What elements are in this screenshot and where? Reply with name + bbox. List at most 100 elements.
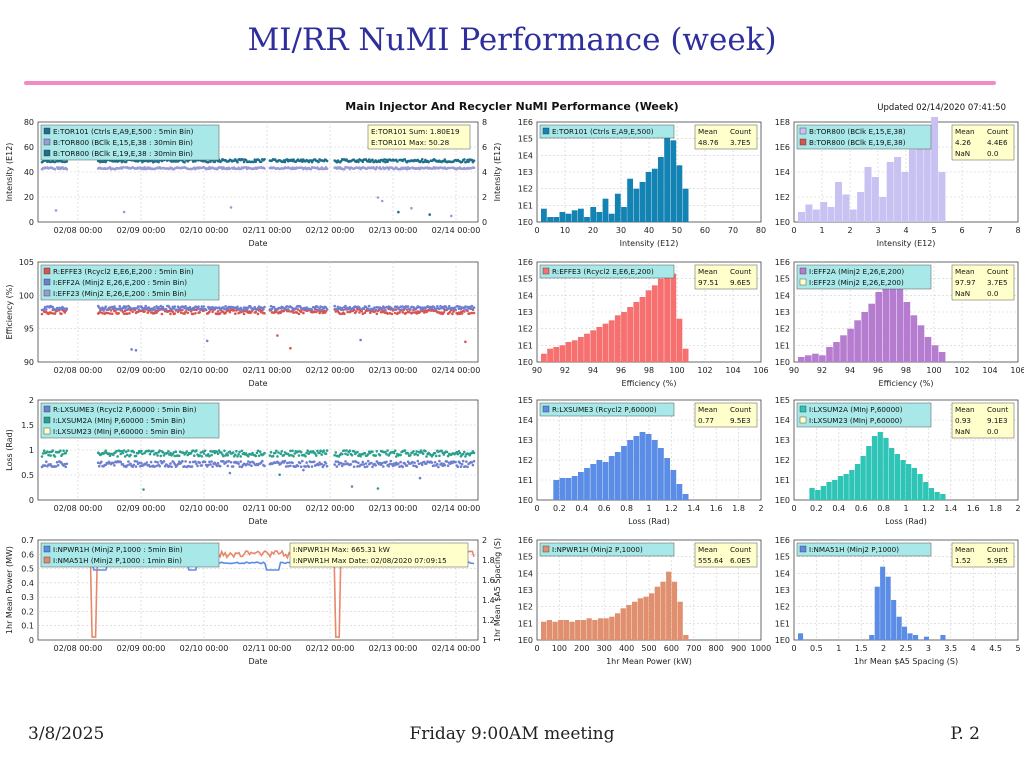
- data-point: [362, 307, 366, 310]
- data-point: [296, 308, 300, 311]
- data-point: [284, 465, 288, 468]
- histogram-bar: [632, 601, 638, 640]
- data-point: [405, 464, 409, 467]
- data-point: [290, 453, 293, 457]
- data-point: [414, 452, 418, 456]
- data-point: [347, 307, 351, 311]
- y-tick-label: 0.6: [21, 550, 34, 559]
- data-point: [387, 464, 391, 468]
- data-point: [239, 310, 242, 314]
- data-point: [301, 160, 304, 163]
- data-point: [279, 311, 283, 315]
- legend-entry: I:NPWR1H (Minj2 P,1000 : 5min Bin): [53, 545, 183, 554]
- data-point: [390, 312, 394, 316]
- data-point: [376, 196, 380, 199]
- x-tick-label: 0: [791, 504, 796, 513]
- data-point: [305, 461, 308, 464]
- data-point: [134, 465, 138, 468]
- data-point: [436, 462, 439, 466]
- data-point: [442, 311, 446, 314]
- x-tick-label: 1.8: [732, 504, 745, 513]
- y-tick-label: 0.2: [21, 607, 34, 616]
- data-point: [203, 460, 207, 464]
- stats-count-value: 9.6E5: [730, 278, 751, 287]
- x-axis-label: Efficiency (%): [622, 379, 677, 388]
- stats-header-mean: Mean: [955, 267, 975, 276]
- data-point: [216, 452, 220, 456]
- stats-mean-value: 48.76: [698, 138, 719, 147]
- stats-count-value: 6.0E5: [730, 556, 751, 565]
- data-point: [350, 453, 354, 457]
- data-point: [60, 312, 63, 316]
- histogram-bar: [911, 468, 917, 500]
- data-point: [277, 451, 280, 454]
- data-point: [286, 308, 290, 311]
- data-point: [304, 455, 307, 458]
- x-tick-label: 8: [1015, 226, 1020, 235]
- data-point: [242, 160, 246, 164]
- data-point: [405, 308, 409, 311]
- data-point: [268, 454, 272, 457]
- data-point: [155, 464, 158, 468]
- histogram-bar: [559, 212, 566, 222]
- data-point: [222, 454, 225, 458]
- data-point: [382, 465, 385, 468]
- stats-mean-value: NaN: [955, 289, 970, 298]
- y-tick-label: 1E0: [518, 496, 533, 505]
- legend-entry: B:TOR800 (BClk E,15,E,38): [809, 127, 906, 136]
- data-point: [371, 450, 374, 454]
- data-point: [448, 462, 452, 466]
- histogram-bar: [575, 620, 581, 640]
- y-tick-label: 1E2: [775, 603, 790, 612]
- title-underline: [24, 81, 996, 85]
- data-point: [226, 454, 230, 457]
- data-point: [472, 306, 476, 309]
- histogram-bar: [676, 484, 683, 500]
- x-tick-label: 0.5: [810, 644, 823, 653]
- histogram-bar: [553, 480, 560, 500]
- histogram-bar: [900, 460, 906, 500]
- data-point: [336, 460, 340, 464]
- data-point: [432, 305, 436, 309]
- data-point: [141, 452, 144, 456]
- info-box: [289, 542, 469, 568]
- x-tick-label: 4: [903, 226, 908, 235]
- stats-header-count: Count: [987, 405, 1009, 414]
- data-point: [325, 449, 329, 452]
- stats-box: [951, 124, 1015, 161]
- x-tick-label: 02/10 00:00: [180, 366, 229, 375]
- y2-tick-label: 1.2: [482, 616, 495, 625]
- data-point: [465, 460, 468, 463]
- data-point: [279, 452, 283, 456]
- x-tick-label: 30: [616, 226, 626, 235]
- y-tick-label: 1E2: [518, 603, 533, 612]
- histogram-bar: [541, 208, 547, 222]
- data-point: [228, 310, 232, 314]
- y-tick-label: 1E1: [518, 476, 533, 485]
- data-point: [388, 311, 392, 315]
- x-tick-label: 02/13 00:00: [369, 366, 418, 375]
- data-point: [237, 453, 240, 456]
- data-point: [469, 307, 473, 310]
- data-point: [397, 462, 400, 466]
- x-axis-label: Loss (Rad): [885, 517, 927, 526]
- data-point: [199, 451, 203, 454]
- y2-tick-label: 4: [482, 168, 487, 177]
- data-point: [411, 311, 414, 314]
- data-point: [183, 465, 186, 468]
- histogram-bar: [633, 302, 640, 362]
- histogram-bar: [879, 197, 887, 222]
- data-point: [285, 305, 289, 308]
- data-point: [307, 465, 311, 469]
- histogram-bar: [866, 446, 872, 500]
- legend-entry: I:EFF2A (Minj2 E,26,E,200 : 5min Bin): [53, 278, 187, 287]
- data-point: [210, 460, 213, 463]
- legend-background: [539, 124, 675, 139]
- data-point: [124, 305, 128, 308]
- histogram-bar: [580, 620, 587, 640]
- data-point: [263, 167, 266, 170]
- data-point: [201, 450, 205, 453]
- data-point: [148, 465, 152, 468]
- y-tick-label: 95: [24, 325, 34, 334]
- data-point: [42, 308, 46, 311]
